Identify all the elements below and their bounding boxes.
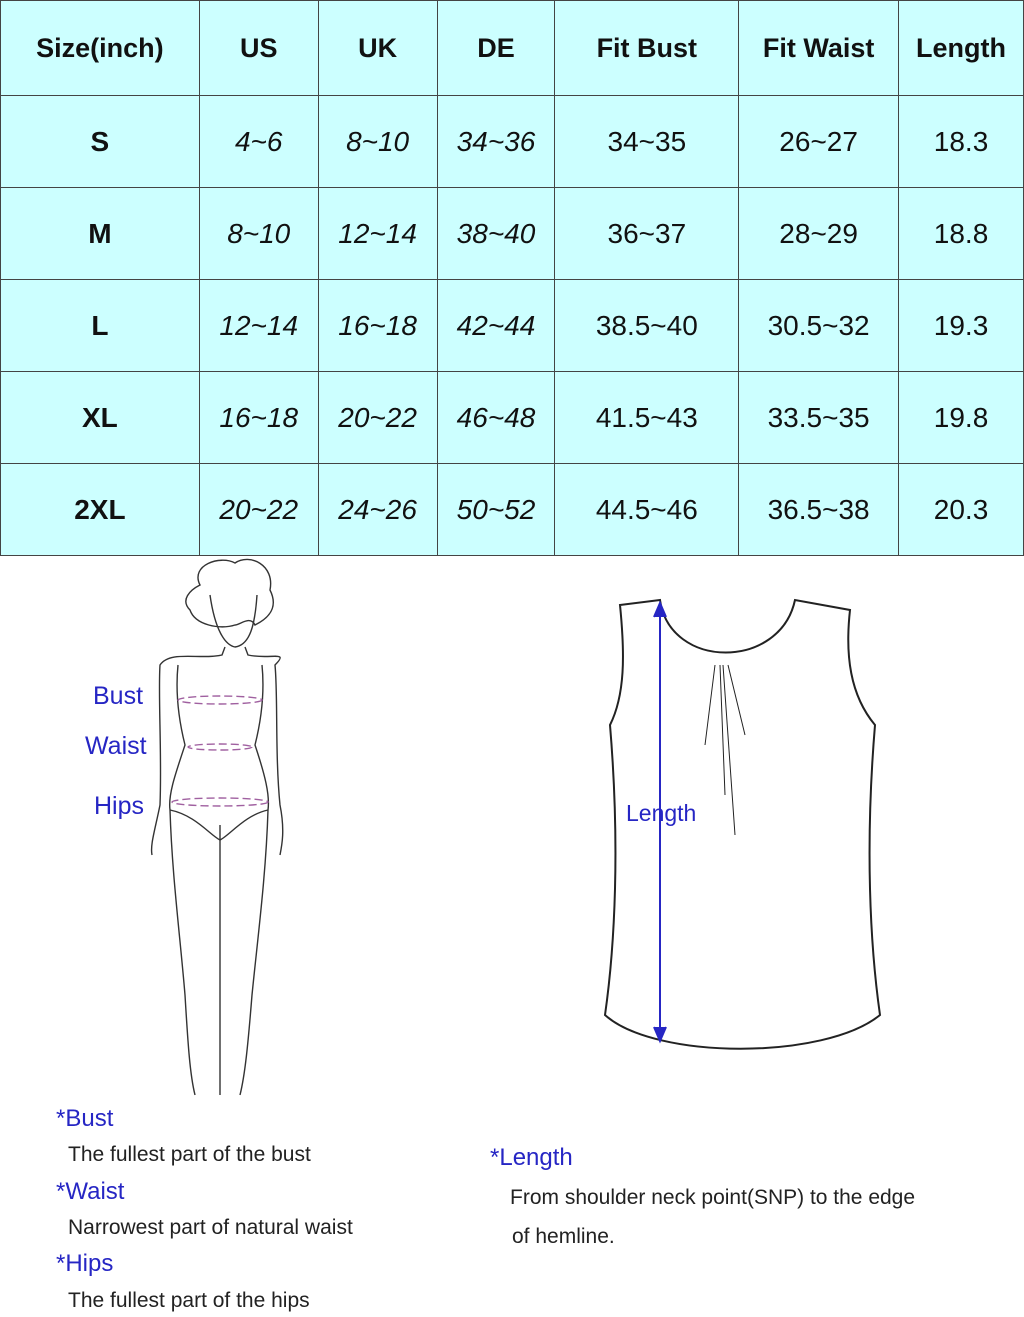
table-row: M 8~10 12~14 38~40 36~37 28~29 18.8 [0,187,1024,280]
table-cell: 16~18 [198,371,319,464]
table-cell: 2XL [0,463,200,556]
table-cell: 8~10 [198,187,319,280]
waist-label: Waist [85,732,147,760]
table-row: S 4~6 8~10 34~36 34~35 26~27 18.3 [0,95,1024,188]
table-cell: 36~37 [554,187,740,280]
table-cell: 20.3 [898,463,1024,556]
bust-note-title: *Bust [56,1105,114,1132]
table-cell: 34~36 [436,95,556,188]
table-cell: 28~29 [738,187,900,280]
table-cell: 20~22 [198,463,319,556]
table-cell: 19.3 [898,279,1024,372]
table-cell: 38~40 [436,187,556,280]
hips-note-title: *Hips [56,1250,114,1277]
table-cell: 18.3 [898,95,1024,188]
size-chart-table: Size(inch) US UK DE Fit Bust Fit Waist L… [0,0,1024,556]
header-length: Length [898,0,1024,96]
header-de: DE [436,0,556,96]
top-garment-illustration [603,598,882,1050]
header-us: US [198,0,319,96]
table-cell: 4~6 [198,95,319,188]
table-cell: 19.8 [898,371,1024,464]
length-label: Length [626,800,697,826]
hips-note-desc: The fullest part of the hips [68,1289,310,1312]
table-cell: 12~14 [198,279,319,372]
table-cell: 50~52 [436,463,556,556]
table-cell: 38.5~40 [554,279,740,372]
table-row: XL 16~18 20~22 46~48 41.5~43 33.5~35 19.8 [0,371,1024,464]
table-cell: 33.5~35 [738,371,900,464]
length-note-desc-1: From shoulder neck point(SNP) to the edg… [510,1186,916,1209]
table-cell: 16~18 [317,279,438,372]
table-cell: 18.8 [898,187,1024,280]
table-cell: 24~26 [317,463,438,556]
table-cell: 20~22 [317,371,438,464]
table-cell: S [0,95,200,188]
bust-note-desc: The fullest part of the bust [68,1143,311,1166]
header-size: Size(inch) [0,0,200,96]
table-cell: 34~35 [554,95,740,188]
table-cell: 36.5~38 [738,463,900,556]
length-note-title: *Length [490,1144,573,1171]
table-cell: 26~27 [738,95,900,188]
table-cell: L [0,279,200,372]
header-fit-bust: Fit Bust [554,0,740,96]
table-cell: 44.5~46 [554,463,740,556]
table-cell: M [0,187,200,280]
table-cell: 12~14 [317,187,438,280]
waist-note-desc: Narrowest part of natural waist [68,1216,353,1239]
table-cell: 30.5~32 [738,279,900,372]
length-note-desc-2: of hemline. [512,1225,615,1248]
bust-label: Bust [93,682,144,710]
table-cell: 8~10 [317,95,438,188]
hips-label: Hips [94,792,145,820]
table-row: 2XL 20~22 24~26 50~52 44.5~46 36.5~38 20.3 [0,463,1024,556]
header-fit-waist: Fit Waist [738,0,900,96]
table-cell: 46~48 [436,371,556,464]
table-cell: 42~44 [436,279,556,372]
waist-note-title: *Waist [56,1178,125,1205]
header-uk: UK [317,0,438,96]
table-cell: 41.5~43 [554,371,740,464]
table-header-row: Size(inch) US UK DE Fit Bust Fit Waist L… [0,0,1024,96]
body-measurement-illustration [150,558,284,1096]
table-cell: XL [0,371,200,464]
table-row: L 12~14 16~18 42~44 38.5~40 30.5~32 19.3 [0,279,1024,372]
